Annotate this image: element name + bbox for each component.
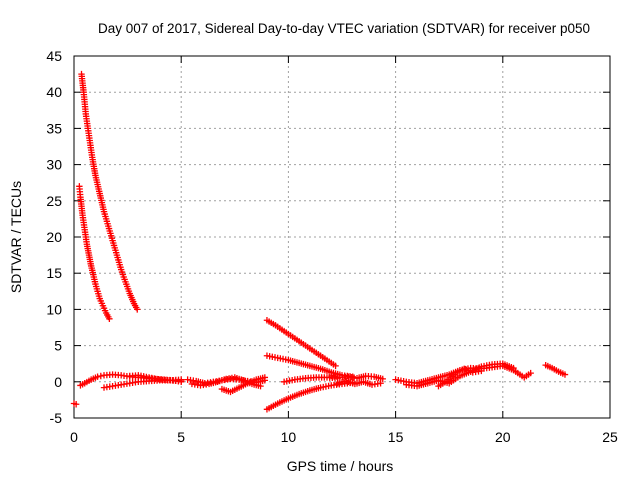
- series-arc-start: [70, 400, 80, 408]
- series-low-arc-2: [100, 377, 185, 391]
- data-point: [94, 373, 101, 380]
- series-mid-arc-3: [218, 374, 269, 396]
- x-axis-label: GPS time / hours: [287, 458, 394, 474]
- x-tick-label: 20: [495, 429, 511, 445]
- chart-title: Day 007 of 2017, Sidereal Day-to-day VTE…: [98, 21, 590, 36]
- y-tick-label: 10: [46, 301, 62, 317]
- y-axis-label: SDTVAR / TECUs: [8, 181, 24, 293]
- y-tick-label: 15: [46, 265, 62, 281]
- y-tick-label: 20: [46, 229, 62, 245]
- y-tick-labels: -5 0 5 10 15 20 25 30 35 40 45: [46, 48, 62, 426]
- y-tick-label: -5: [50, 410, 63, 426]
- series-arc-high-1: [78, 70, 141, 313]
- x-tick-label: 0: [70, 429, 78, 445]
- series-low-arc-3: [126, 372, 185, 384]
- series-late-arc-3: [435, 365, 485, 390]
- y-tick-label: 5: [54, 338, 62, 354]
- data-marks: [70, 70, 569, 413]
- y-tick-label: 30: [46, 157, 62, 173]
- x-tick-label: 25: [602, 429, 618, 445]
- series-end-arc: [542, 361, 569, 378]
- series-rise-2: [280, 374, 341, 385]
- data-point: [178, 376, 185, 383]
- data-point: [527, 369, 534, 377]
- y-tick-label: 35: [46, 120, 62, 136]
- data-point: [106, 315, 113, 323]
- series-arc-high-2: [76, 183, 113, 323]
- x-tick-labels: 0 5 10 15 20 25: [70, 429, 618, 445]
- y-tick-label: 40: [46, 84, 62, 100]
- series-band-12-14-b: [334, 377, 384, 388]
- series-decay-1: [263, 317, 339, 370]
- data-point: [510, 364, 517, 372]
- axis-ticks: [73, 55, 611, 419]
- data-point: [72, 401, 80, 408]
- y-tick-label: 45: [46, 48, 62, 64]
- data-point: [561, 371, 569, 378]
- data-point: [134, 306, 141, 313]
- data-point: [97, 372, 104, 380]
- x-tick-label: 5: [177, 429, 185, 445]
- x-tick-label: 10: [281, 429, 297, 445]
- y-tick-label: 25: [46, 193, 62, 209]
- data-point: [261, 374, 269, 381]
- data-point: [478, 367, 485, 375]
- y-tick-label: 0: [54, 374, 62, 390]
- series-decay-2: [263, 352, 356, 380]
- series-late-arc-2: [403, 360, 517, 390]
- data-point: [377, 380, 384, 387]
- data-point: [332, 362, 339, 370]
- x-tick-label: 15: [388, 429, 404, 445]
- grid: [74, 56, 610, 418]
- data-point: [379, 375, 386, 383]
- data-point: [257, 382, 264, 390]
